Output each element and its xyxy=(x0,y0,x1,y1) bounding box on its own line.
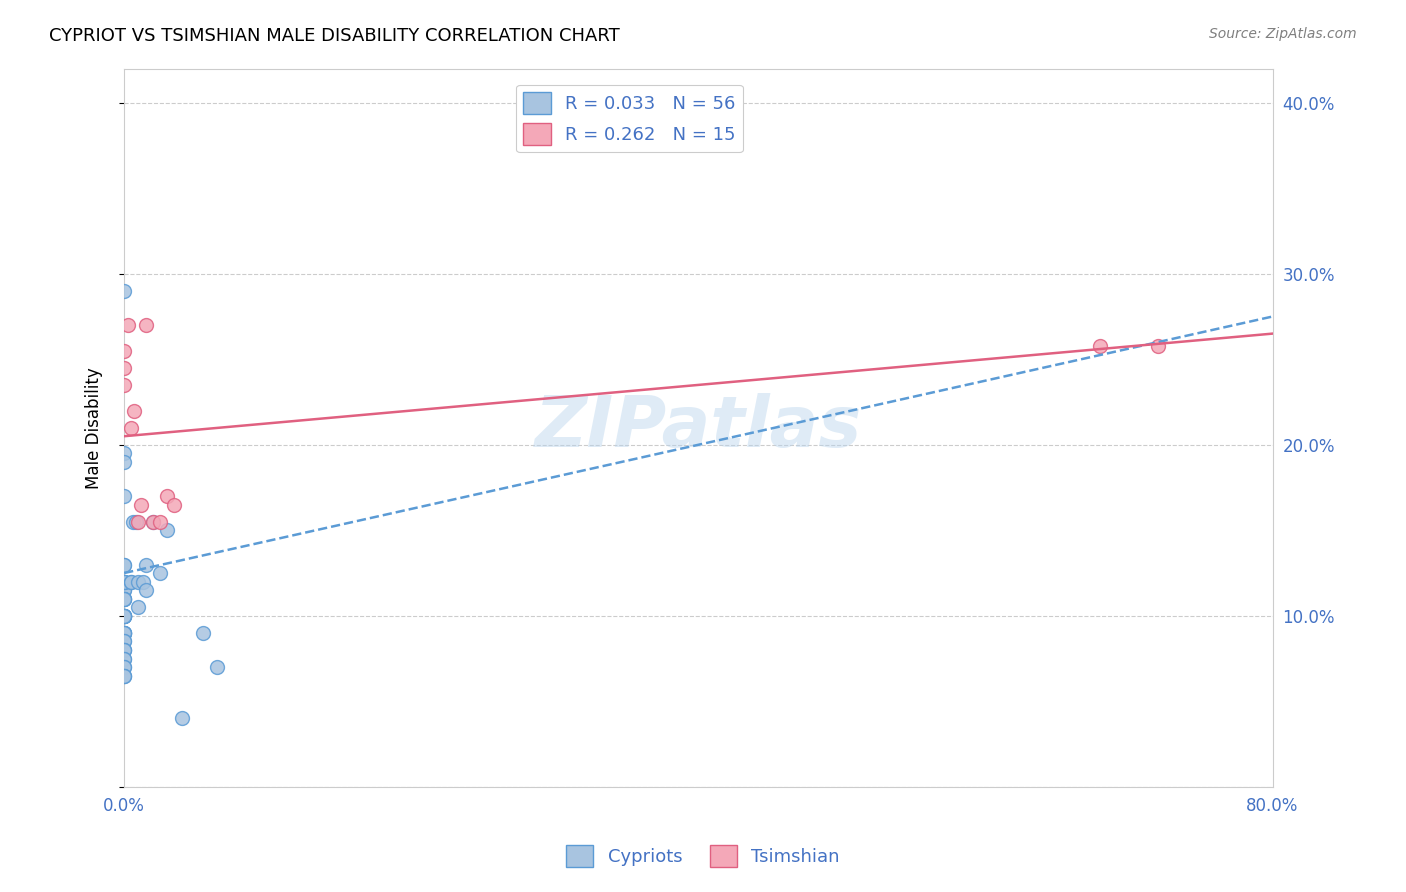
Point xyxy=(112,668,135,682)
Y-axis label: Male Disability: Male Disability xyxy=(86,367,103,489)
Point xyxy=(127,600,149,615)
Point xyxy=(112,608,135,623)
Point xyxy=(112,608,135,623)
Point xyxy=(127,574,149,589)
Point xyxy=(112,643,135,657)
Point xyxy=(112,668,135,682)
Point xyxy=(112,660,135,674)
Point xyxy=(120,420,142,434)
Point xyxy=(131,498,153,512)
Point xyxy=(156,489,179,503)
Point xyxy=(120,574,142,589)
Point xyxy=(112,591,135,606)
Point xyxy=(112,455,135,469)
Point xyxy=(122,403,145,417)
Point xyxy=(112,626,135,640)
Point xyxy=(1146,338,1168,352)
Point xyxy=(112,360,135,375)
Point xyxy=(135,558,157,572)
Point xyxy=(121,515,143,529)
Point xyxy=(112,583,135,598)
Point xyxy=(120,574,142,589)
Point xyxy=(112,634,135,648)
Point xyxy=(112,634,135,648)
Point xyxy=(112,574,135,589)
Point xyxy=(112,591,135,606)
Point xyxy=(149,566,172,580)
Point xyxy=(124,515,146,529)
Point xyxy=(112,651,135,665)
Point xyxy=(112,668,135,682)
Point xyxy=(112,608,135,623)
Point xyxy=(112,558,135,572)
Point xyxy=(112,643,135,657)
Point xyxy=(112,489,135,503)
Point xyxy=(112,574,135,589)
Point xyxy=(112,608,135,623)
Legend: R = 0.033   N = 56, R = 0.262   N = 15: R = 0.033 N = 56, R = 0.262 N = 15 xyxy=(516,85,742,153)
Point xyxy=(127,515,149,529)
Point xyxy=(112,608,135,623)
Point xyxy=(112,378,135,392)
Point xyxy=(149,515,172,529)
Point xyxy=(112,660,135,674)
Point xyxy=(112,591,135,606)
Point xyxy=(112,608,135,623)
Point xyxy=(1090,338,1112,352)
Point xyxy=(112,446,135,460)
Text: ZIPatlas: ZIPatlas xyxy=(534,393,862,462)
Point xyxy=(112,284,135,298)
Text: Source: ZipAtlas.com: Source: ZipAtlas.com xyxy=(1209,27,1357,41)
Point xyxy=(191,626,214,640)
Point xyxy=(112,574,135,589)
Point xyxy=(142,515,165,529)
Point xyxy=(112,574,135,589)
Point xyxy=(156,524,179,538)
Point xyxy=(112,626,135,640)
Text: CYPRIOT VS TSIMSHIAN MALE DISABILITY CORRELATION CHART: CYPRIOT VS TSIMSHIAN MALE DISABILITY COR… xyxy=(49,27,620,45)
Point xyxy=(112,626,135,640)
Point xyxy=(112,626,135,640)
Point xyxy=(142,515,165,529)
Point xyxy=(112,608,135,623)
Point xyxy=(117,318,139,332)
Point xyxy=(112,651,135,665)
Point xyxy=(135,318,157,332)
Point xyxy=(135,583,157,598)
Point xyxy=(112,583,135,598)
Point xyxy=(112,626,135,640)
Point xyxy=(163,498,186,512)
Point xyxy=(170,711,193,725)
Point xyxy=(207,660,229,674)
Point xyxy=(132,574,155,589)
Point xyxy=(112,574,135,589)
Point xyxy=(112,643,135,657)
Legend: Cypriots, Tsimshian: Cypriots, Tsimshian xyxy=(560,838,846,874)
Point xyxy=(112,558,135,572)
Point xyxy=(112,591,135,606)
Point xyxy=(112,343,135,358)
